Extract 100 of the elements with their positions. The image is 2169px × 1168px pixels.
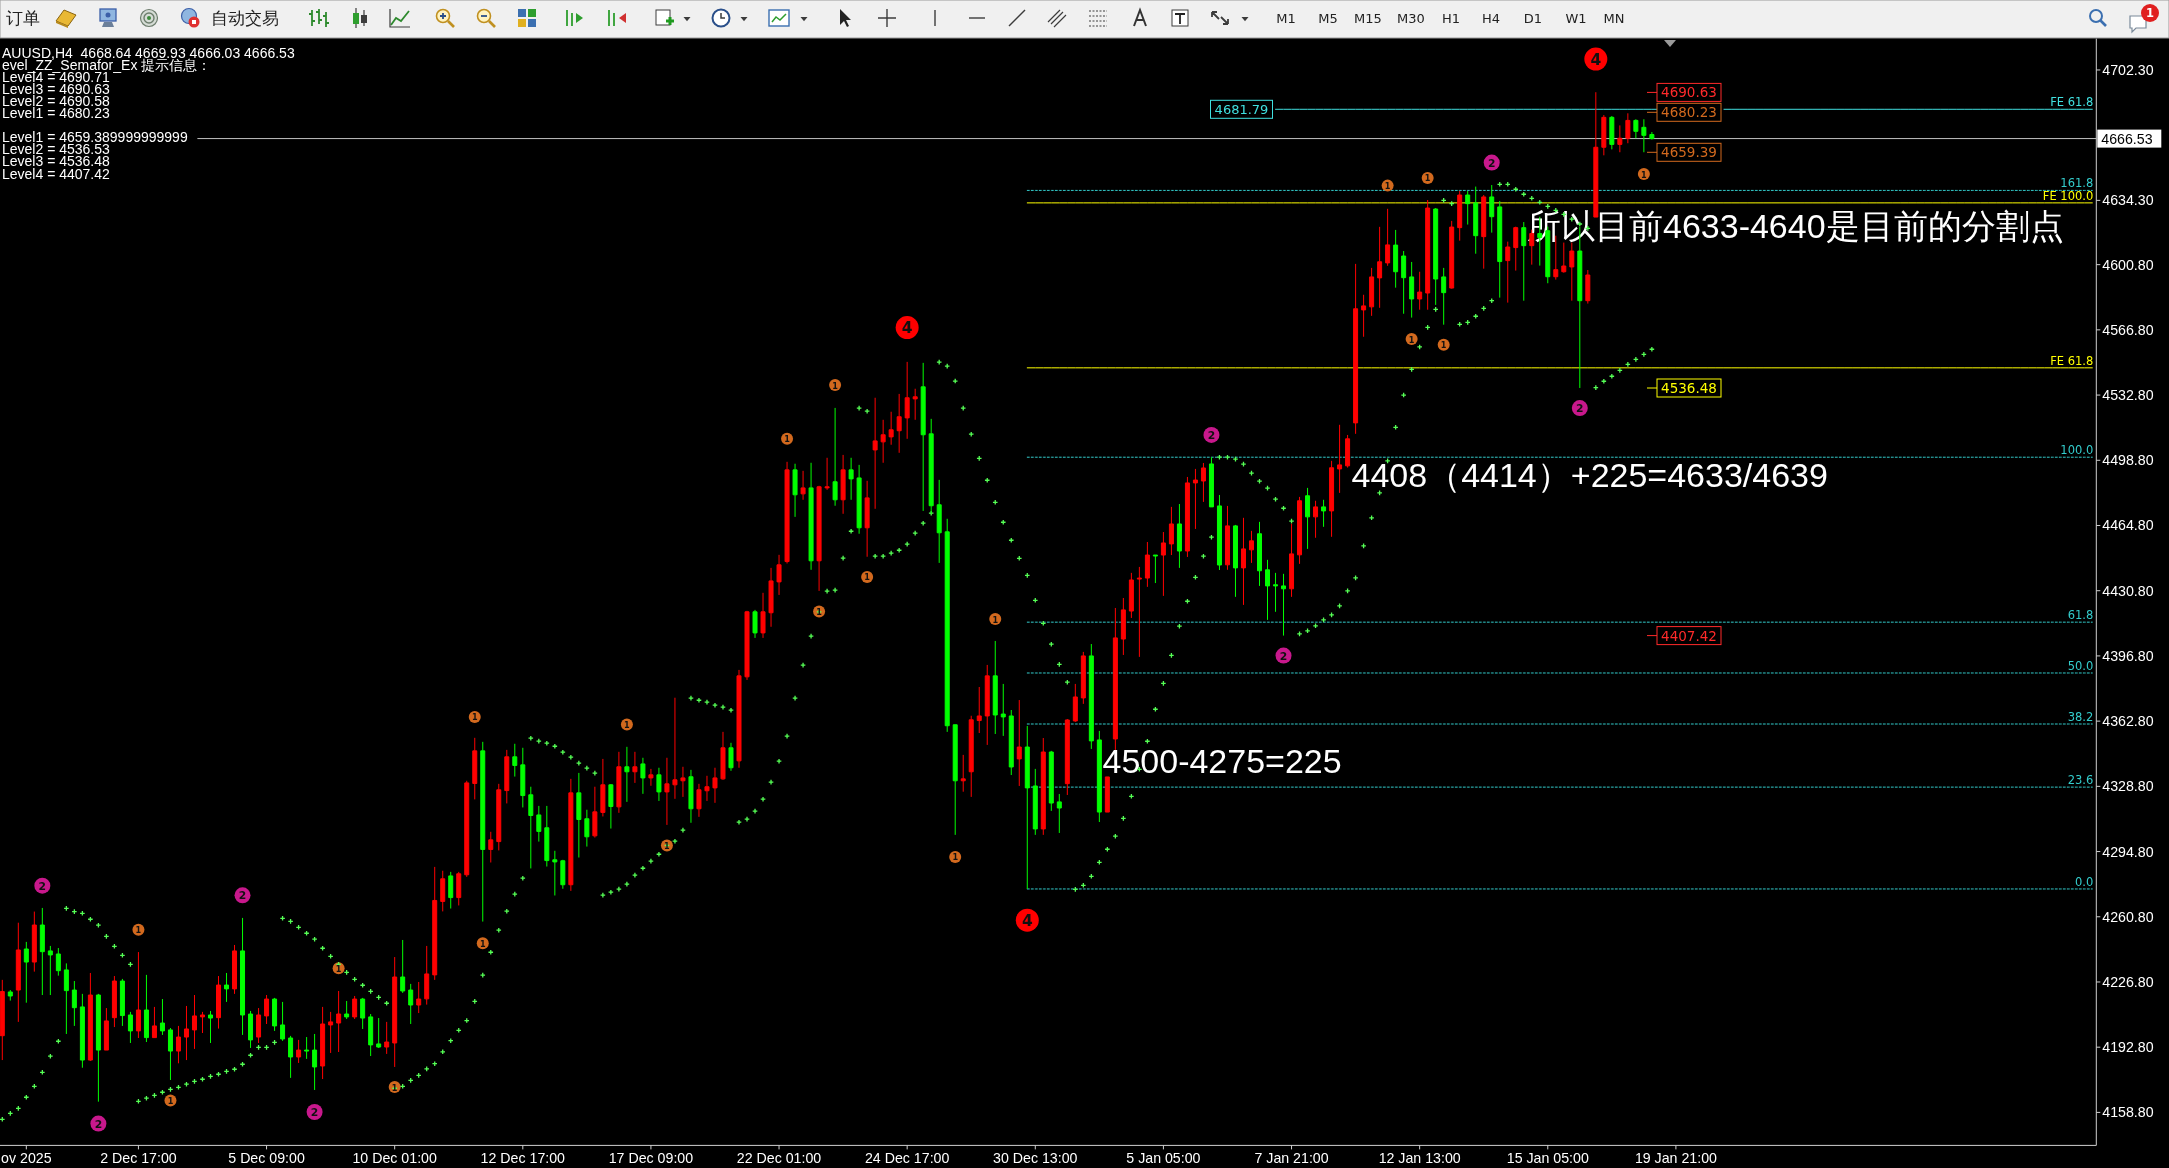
candlestick	[792, 463, 798, 518]
candlestick	[1152, 554, 1158, 584]
text: 2	[1279, 649, 1288, 663]
candlestick	[640, 757, 646, 795]
candlestick	[135, 951, 141, 1039]
candlestick	[904, 361, 910, 440]
candlestick	[1024, 725, 1030, 890]
candlestick	[544, 805, 550, 868]
text: 1	[832, 380, 838, 391]
text: 订单	[6, 8, 40, 28]
annotation: Level1 = 4680.23	[2, 105, 111, 121]
text: 1	[167, 1096, 174, 1107]
series-label: 38.2	[2067, 710, 2094, 725]
candlestick	[55, 947, 61, 977]
series-label: 23.6	[2067, 773, 2094, 788]
text: 自动交易	[211, 8, 279, 28]
candlestick	[520, 747, 526, 808]
candlestick	[712, 767, 718, 804]
candlestick	[1617, 124, 1623, 153]
candlestick	[1513, 226, 1519, 272]
candlestick	[1208, 456, 1214, 508]
candlestick	[464, 780, 470, 878]
text: 1	[624, 720, 630, 731]
text: 1	[471, 712, 478, 723]
text: 4	[1021, 911, 1033, 930]
candlestick	[232, 944, 238, 995]
annotation: Level4 = 4407.42	[2, 165, 111, 182]
candlestick	[0, 979, 5, 1061]
text: 2	[1487, 156, 1496, 170]
candlestick	[984, 664, 990, 746]
candlestick	[440, 870, 446, 912]
y-tick-label: 4260.80	[2102, 908, 2154, 925]
text: 1	[135, 925, 142, 936]
candlestick	[1489, 184, 1495, 234]
candlestick	[1433, 207, 1439, 306]
candlestick	[1048, 750, 1054, 812]
candlestick	[1377, 226, 1383, 309]
text: 1	[952, 852, 959, 863]
annotation: 4681.79	[1214, 101, 1269, 117]
candlestick	[1633, 118, 1639, 139]
x-tick-label: 30 Dec 13:00	[993, 1149, 1078, 1166]
candlestick	[79, 993, 85, 1069]
candlestick	[1265, 559, 1271, 621]
candlestick	[288, 1035, 294, 1079]
candlestick	[1393, 229, 1399, 289]
candlestick	[696, 783, 702, 818]
candlestick	[1112, 607, 1118, 751]
candlestick	[784, 461, 790, 564]
candlestick	[1064, 718, 1070, 796]
candlestick	[1625, 112, 1631, 144]
candlestick	[384, 1021, 390, 1055]
candlestick	[576, 772, 582, 858]
candlestick	[648, 768, 654, 787]
candlestick	[1032, 768, 1038, 836]
candlestick	[368, 1013, 374, 1057]
candlestick	[672, 697, 678, 800]
candlestick	[159, 998, 165, 1036]
candlestick	[840, 454, 846, 515]
x-tick-label: 10 Dec 01:00	[352, 1149, 437, 1166]
candlestick	[1257, 521, 1262, 587]
candlestick	[880, 419, 886, 464]
candlestick	[199, 1011, 205, 1034]
candlestick	[103, 1007, 109, 1051]
candlestick	[432, 866, 438, 981]
candlestick	[63, 962, 69, 1035]
candlestick	[992, 640, 998, 735]
candlestick	[472, 737, 478, 800]
candlestick	[568, 778, 574, 892]
candlestick	[376, 1017, 382, 1049]
candlestick	[1200, 462, 1206, 503]
text: 1	[1408, 334, 1415, 345]
y-tick-label: 4158.80	[2102, 1104, 2154, 1121]
candlestick	[87, 972, 93, 1062]
candlestick	[632, 751, 638, 784]
candlestick	[912, 388, 918, 421]
series-label: 2	[94, 1117, 103, 1131]
candlestick	[1192, 468, 1198, 530]
candlestick	[680, 766, 686, 798]
candlestick	[1505, 241, 1511, 304]
candlestick	[216, 975, 222, 1030]
text: 1	[391, 1082, 398, 1093]
candlestick	[1056, 793, 1062, 834]
annotation: 4408（4414）+225=4633/4639	[1351, 456, 1828, 495]
candlestick	[1449, 220, 1455, 290]
candlestick	[208, 1010, 213, 1044]
x-tick-label: 15 Jan 05:00	[1506, 1149, 1589, 1166]
text: 1	[1384, 181, 1391, 192]
x-tick-label: 7 Jan 21:00	[1254, 1149, 1329, 1166]
y-tick-label: 4600.80	[2102, 256, 2154, 273]
text: 2	[238, 889, 247, 903]
candlestick	[1417, 271, 1423, 311]
x-tick-label: 5 Dec 09:00	[228, 1149, 305, 1166]
text: 1	[1440, 340, 1447, 351]
y-tick-label: 4702.30	[2102, 61, 2154, 78]
candlestick	[1521, 221, 1527, 302]
candlestick	[352, 995, 358, 1020]
candlestick	[400, 939, 406, 994]
x-tick-label: 5 Jan 05:00	[1126, 1149, 1201, 1166]
text: 2	[1207, 428, 1216, 442]
y-tick-label: 4498.80	[2102, 452, 2154, 469]
